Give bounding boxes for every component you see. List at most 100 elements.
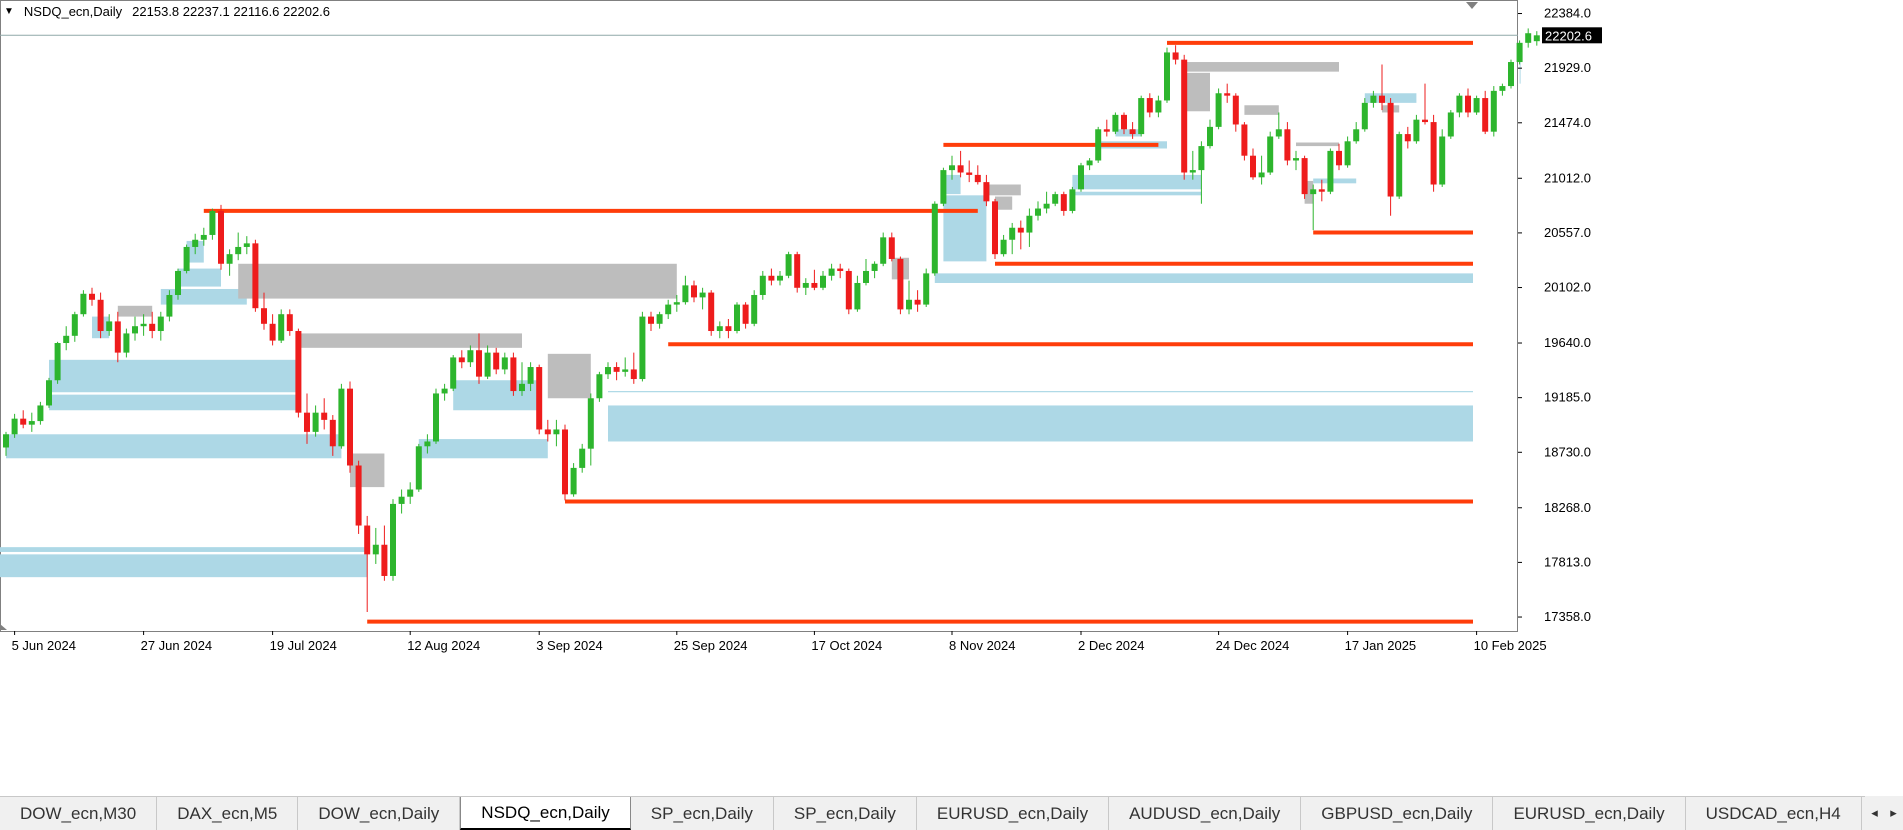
candle-body (97, 299, 104, 332)
candle-body (682, 285, 689, 303)
demand-zone-2 (49, 394, 299, 411)
supply-zone-12 (1304, 180, 1314, 204)
time-label: 25 Sep 2024 (674, 638, 748, 653)
candle-body (1026, 215, 1033, 233)
candle-body (1379, 95, 1385, 103)
candle-body (725, 326, 732, 332)
candle-body (312, 412, 319, 432)
candle-body (1017, 227, 1024, 233)
candle-body (1258, 172, 1265, 178)
candle-body (1293, 158, 1299, 161)
time-label: 3 Sep 2024 (536, 638, 603, 653)
tab-3[interactable]: NSDQ_ecn,Daily (460, 797, 631, 830)
candle-body (424, 441, 431, 447)
tab-2[interactable]: DOW_ecn,Daily (298, 797, 461, 830)
supply-zone-10 (1244, 105, 1279, 115)
candle-body (140, 323, 147, 327)
candle-body (209, 210, 216, 235)
candle-body (1310, 189, 1317, 195)
demand-zone-0 (6, 434, 342, 459)
tab-5[interactable]: SP_ecn,Daily (774, 797, 917, 830)
scroll-right-icon[interactable]: ▸ (1890, 804, 1897, 820)
candle-body (1164, 52, 1170, 101)
candle-body (673, 302, 680, 305)
candle-body (966, 172, 973, 175)
candle-body (1189, 170, 1196, 173)
tab-0[interactable]: DOW_ecn,M30 (0, 797, 158, 830)
candle-body (1396, 134, 1403, 197)
candle-body (510, 357, 517, 392)
supply-zone-11 (1296, 142, 1339, 147)
candle-body (1078, 165, 1084, 190)
price-label: 20557.0 (1544, 225, 1591, 240)
time-label: 17 Jan 2025 (1345, 638, 1417, 653)
candle-body (1052, 194, 1059, 204)
candle-body (1215, 93, 1222, 127)
current-price-marker (1542, 27, 1602, 44)
chart-tab-bar: DOW_ecn,M30 DAX_ecn,M5 DOW_ecn,Daily NSDQ_e… (0, 796, 1903, 830)
candle-body (1327, 150, 1334, 192)
candle-body (1336, 150, 1342, 166)
time-label: 2 Dec 2024 (1078, 638, 1145, 653)
candle-body (906, 299, 912, 310)
demand-zone-9 (0, 554, 368, 578)
tab-7[interactable]: AUDUSD_ecn,Daily (1109, 797, 1302, 830)
tab-10[interactable]: USDCAD_ecn,H4 (1686, 797, 1862, 830)
candle-body (1516, 42, 1523, 63)
candle-body (355, 465, 362, 526)
candle-body (992, 201, 998, 255)
chart-shift-icon[interactable] (1466, 2, 1478, 9)
candle-body (467, 350, 474, 363)
chart-header: ▼ NSDQ_ecn,Daily 22153.8 22237.1 22116.6… (4, 4, 330, 19)
candle-body (820, 275, 826, 288)
candle-body (450, 357, 457, 389)
price-label: 18730.0 (1544, 444, 1591, 459)
candle-body (1181, 59, 1188, 173)
candle-body (1499, 86, 1506, 91)
candle-body (132, 326, 138, 334)
price-label: 21474.0 (1544, 115, 1591, 130)
candle-body (269, 323, 276, 341)
supply-zone-3 (350, 453, 385, 488)
candle-body (923, 273, 930, 305)
candle-body (553, 429, 560, 435)
tab-9[interactable]: EURUSD_ecn,Daily (1493, 797, 1686, 830)
candle-body (114, 321, 121, 353)
tab-8[interactable]: GBPUSD_ecn,Daily (1301, 797, 1494, 830)
candle-body (1043, 203, 1050, 209)
demand-zone-1 (49, 359, 299, 393)
candle-body (596, 374, 603, 399)
candle-body (1267, 136, 1274, 173)
price-label: 22384.0 (1544, 6, 1591, 21)
candle-body (1198, 146, 1205, 171)
candle-body (828, 268, 835, 276)
chart-area[interactable]: 22384.0 21929.0 21474.0 21012.0 20557.0 20102… (0, 0, 1903, 796)
candle-body (1275, 129, 1282, 137)
time-label: 19 Jul 2024 (270, 638, 337, 653)
candle-body (1353, 129, 1360, 142)
tab-1[interactable]: DAX_ecn,M5 (157, 797, 299, 830)
candle-body (1284, 129, 1291, 161)
candle-body (1009, 227, 1016, 240)
candle-body (914, 299, 921, 305)
scroll-left-icon[interactable]: ◂ (1871, 804, 1878, 820)
tab-6[interactable]: EURUSD_ecn,Daily (917, 797, 1110, 830)
candle-body (192, 239, 199, 247)
candle-body (304, 412, 310, 432)
candle-body (716, 326, 723, 332)
triangle-down-icon[interactable]: ▼ (4, 6, 14, 17)
candle-body (1525, 33, 1532, 43)
candle-body (1112, 114, 1119, 132)
candle-body (579, 448, 586, 468)
candle-body (1508, 62, 1514, 87)
candle-body (1370, 95, 1377, 103)
supply-zone-9 (1184, 72, 1210, 112)
candle-body (802, 282, 809, 288)
candle-body (785, 254, 792, 276)
candlestick-chart[interactable]: 22384.0 21929.0 21474.0 21012.0 20557.0 20102… (0, 0, 1903, 796)
demand-zone-4 (160, 288, 247, 305)
candle-body (89, 293, 95, 300)
tab-4[interactable]: SP_ecn,Daily (631, 797, 774, 830)
candle-body (3, 434, 9, 448)
candle-body (501, 357, 508, 370)
